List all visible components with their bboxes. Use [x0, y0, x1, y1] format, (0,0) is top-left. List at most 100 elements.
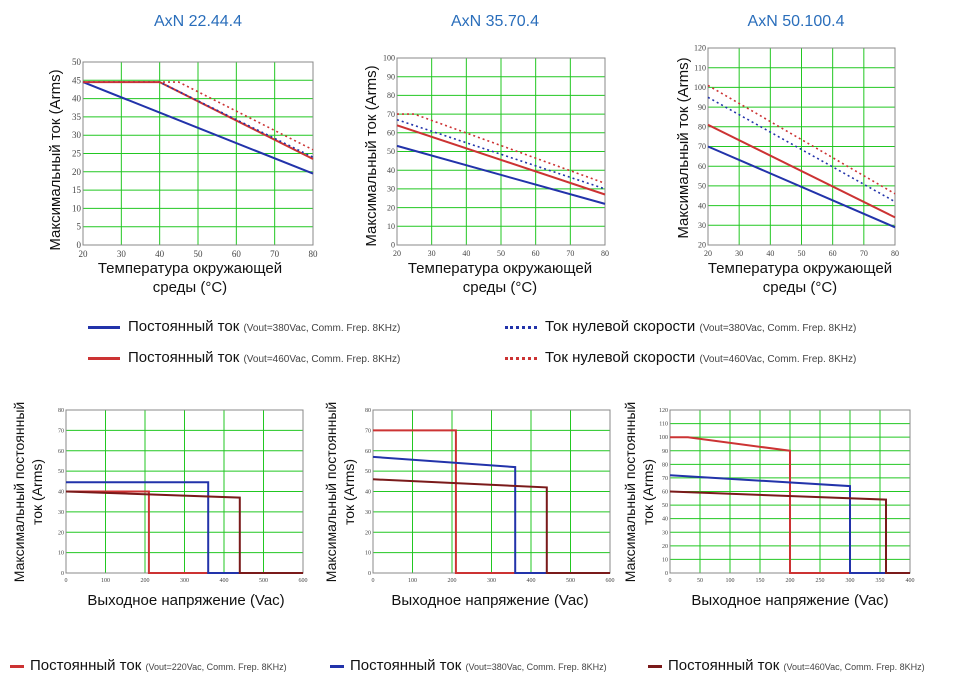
legend-swatch	[330, 664, 344, 668]
x-tick-label: 0	[65, 578, 68, 584]
legend-item-1: Постоянный ток (Vout=380Vac, Comm. Frep.…	[88, 318, 400, 335]
y-tick-label: 100	[659, 435, 668, 441]
x-tick-label: 200	[141, 578, 150, 584]
y-axis-label: Максимальный ток (Arms)	[363, 65, 380, 246]
series-line-1	[396, 144, 606, 205]
y-tick-label: 10	[365, 551, 371, 557]
y-tick-label: 120	[659, 408, 668, 414]
x-axis-label: Выходное напряжение (Vac)	[391, 592, 588, 609]
y-tick-label: 20	[58, 530, 64, 536]
y-tick-label: 60	[698, 162, 706, 171]
y-tick-label: 30	[365, 510, 371, 516]
x-tick-label: 20	[393, 249, 401, 258]
series-line-1	[670, 436, 910, 574]
legend-note: (Vout=380Vac, Comm. Frep. 8KHz)	[243, 323, 401, 334]
x-tick-label: 600	[606, 578, 615, 584]
chart-title: AxN 35.70.4	[451, 13, 539, 30]
legend-swatch	[88, 356, 120, 360]
x-tick-label: 70	[566, 249, 574, 258]
y-tick-label: 30	[698, 221, 706, 230]
legend-item-3: Ток нулевой скорости (Vout=380Vac, Comm.…	[505, 318, 856, 335]
y-tick-label: 30	[72, 130, 82, 140]
legend-label: Ток нулевой скорости	[545, 318, 700, 335]
x-tick-label: 100	[408, 578, 417, 584]
chart-title: AxN 22.44.4	[154, 13, 242, 30]
series-line-4	[397, 113, 606, 185]
y-tick-label: 120	[694, 44, 706, 53]
x-tick-label: 80	[891, 249, 899, 258]
x-tick-label: 50	[697, 578, 703, 584]
x-tick-label: 100	[101, 578, 110, 584]
y-tick-label: 50	[662, 503, 668, 509]
y-axis-label: ток (Arms)	[640, 459, 656, 525]
legend-swatch	[10, 664, 24, 668]
x-axis-label: Выходное напряжение (Vac)	[87, 592, 284, 609]
y-tick-label: 90	[698, 103, 706, 112]
x-tick-label: 50	[194, 249, 204, 259]
legend-note: (Vout=460Vac, Comm. Frep. 8KHz)	[783, 662, 925, 672]
x-tick-label: 80	[601, 249, 609, 258]
x-axis-label: среды (°C)	[153, 279, 227, 296]
y-tick-label: 15	[72, 185, 82, 195]
x-tick-label: 100	[726, 578, 735, 584]
y-tick-label: 70	[58, 428, 64, 434]
y-tick-label: 20	[72, 167, 82, 177]
y-tick-label: 70	[365, 428, 371, 434]
series-line-2	[396, 124, 606, 196]
x-tick-label: 300	[180, 578, 189, 584]
legend-item-3: Постоянный ток (Vout=460Vac, Comm. Frep.…	[648, 657, 925, 674]
y-tick-label: 110	[659, 422, 668, 428]
y-tick-label: 20	[662, 544, 668, 550]
x-tick-label: 60	[532, 249, 540, 258]
x-tick-label: 0	[372, 578, 375, 584]
legend-item-1: Постоянный ток (Vout=220Vac, Comm. Frep.…	[10, 657, 287, 674]
x-tick-label: 400	[527, 578, 536, 584]
y-tick-label: 60	[662, 490, 668, 496]
x-tick-label: 30	[117, 249, 127, 259]
y-tick-label: 90	[662, 449, 668, 455]
x-tick-label: 70	[860, 249, 868, 258]
x-tick-label: 60	[232, 249, 242, 259]
legend-label: Ток нулевой скорости	[545, 349, 700, 366]
y-tick-label: 35	[72, 112, 82, 122]
x-tick-label: 50	[798, 249, 806, 258]
y-tick-label: 10	[58, 551, 64, 557]
series-line-3	[65, 490, 303, 574]
y-tick-label: 50	[72, 57, 82, 67]
y-tick-label: 20	[387, 203, 395, 212]
chart-4: 0 100 200 300 400 500 600 0 10 20 30 40 50 60 70 80 Выхо…	[11, 402, 308, 609]
y-tick-label: 0	[665, 571, 668, 577]
y-tick-label: 60	[387, 128, 395, 137]
y-tick-label: 50	[58, 469, 64, 475]
x-tick-label: 0	[669, 578, 672, 584]
series-line-1	[707, 145, 896, 229]
y-tick-label: 70	[387, 110, 395, 119]
x-tick-label: 20	[704, 249, 712, 258]
y-tick-label: 50	[698, 182, 706, 191]
y-tick-label: 80	[698, 122, 706, 131]
legend-note: (Vout=460Vac, Comm. Frep. 8KHz)	[699, 354, 857, 365]
y-tick-label: 20	[365, 530, 371, 536]
x-axis-label: Температура окружающей	[708, 260, 892, 277]
y-axis-label: Максимальный постоянный	[622, 402, 638, 582]
x-tick-label: 300	[487, 578, 496, 584]
x-tick-label: 400	[220, 578, 229, 584]
y-tick-label: 70	[698, 142, 706, 151]
y-tick-label: 45	[72, 75, 82, 85]
legend-item-4: Ток нулевой скорости (Vout=460Vac, Comm.…	[505, 349, 856, 366]
legend-note: (Vout=380Vac, Comm. Frep. 8KHz)	[465, 662, 607, 672]
x-tick-label: 20	[79, 249, 89, 259]
y-tick-label: 0	[368, 571, 371, 577]
x-tick-label: 80	[309, 249, 319, 259]
x-tick-label: 300	[846, 578, 855, 584]
x-tick-label: 200	[448, 578, 457, 584]
y-tick-label: 40	[662, 517, 668, 523]
y-tick-label: 5	[77, 222, 82, 232]
chart-2: 20 30 40 50 60 70 80 0 10 20 30 40 50 60 70 80 90 100 AxN …	[363, 13, 609, 296]
legend-item-2: Постоянный ток (Vout=460Vac, Comm. Frep.…	[88, 349, 400, 366]
x-tick-label: 40	[155, 249, 165, 259]
series-line-3	[669, 490, 910, 574]
y-axis-label: ток (Arms)	[341, 459, 357, 525]
y-tick-label: 10	[662, 557, 668, 563]
x-tick-label: 40	[766, 249, 774, 258]
